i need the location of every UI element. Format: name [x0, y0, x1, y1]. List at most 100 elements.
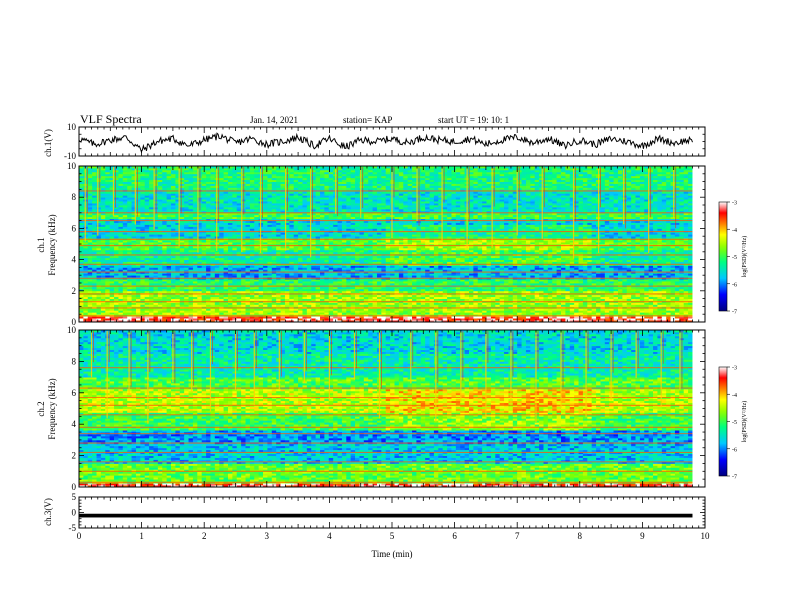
spectrogram-cell — [79, 308, 84, 311]
spectrogram-cell — [105, 177, 111, 181]
spectrogram-cell — [100, 304, 106, 307]
spectrogram-cell — [100, 298, 106, 301]
spectrogram-cell — [109, 310, 115, 313]
spectrogram-cell — [109, 169, 115, 173]
spectrogram-cell — [149, 224, 154, 227]
spectrogram-cell — [153, 288, 159, 292]
spectrogram-cell — [166, 167, 172, 171]
spectrogram-cell — [153, 242, 159, 245]
spectrogram-cell — [83, 273, 89, 276]
spectrogram-cell — [122, 242, 128, 245]
spectrogram-cell — [166, 191, 172, 194]
spectrogram-cell — [100, 187, 106, 190]
spectrogram-cell — [157, 316, 163, 319]
spectrogram-cell — [153, 290, 159, 294]
spectrogram-cell — [162, 193, 168, 196]
spectrogram-cell — [87, 259, 93, 262]
spectrogram-cell — [118, 175, 124, 179]
spectrogram-cell — [118, 242, 124, 245]
spectrogram-cell — [166, 206, 172, 210]
spectrogram-cell — [131, 236, 137, 239]
spectrogram-cell — [135, 310, 141, 313]
spectrogram-cell — [157, 298, 163, 301]
spectrogram-cell — [135, 171, 141, 175]
spectrogram-cell — [127, 216, 132, 220]
spectrogram-cell — [171, 199, 176, 202]
spectrogram-cell — [105, 259, 111, 262]
spectrogram-cell — [118, 294, 124, 298]
spectrogram-cell — [122, 236, 128, 239]
spectrogram-cell — [162, 316, 168, 319]
spectrogram-cell — [92, 210, 97, 214]
spectrogram-cell — [92, 218, 97, 221]
spectrogram-cell — [166, 203, 172, 206]
spectrogram-cell — [105, 267, 111, 270]
spectrogram-cell — [114, 281, 119, 284]
spectrogram-cell — [166, 279, 172, 282]
spectrogram-cell — [109, 265, 115, 268]
spectrogram-cell — [149, 310, 154, 313]
spectrogram-cell — [162, 304, 168, 307]
spectrogram-cell — [140, 177, 146, 181]
spectrogram-cell — [87, 232, 93, 235]
spectrogram-cell — [131, 228, 137, 231]
spectrogram-cell — [118, 302, 124, 305]
spectrogram-cell — [100, 185, 106, 188]
spectrogram-cell — [166, 183, 172, 186]
spectrogram-cell — [153, 218, 159, 221]
spectrogram-cell — [79, 279, 84, 282]
spectrogram-cell — [109, 171, 115, 175]
spectrogram-cell — [144, 265, 150, 268]
spectrogram-cell — [149, 208, 154, 212]
spectrogram-cell — [135, 320, 141, 323]
spectrogram-cell — [100, 261, 106, 264]
spectrogram-cell — [105, 166, 111, 169]
spectrogram-cell — [100, 216, 106, 220]
spectrogram-cell — [114, 222, 119, 225]
spectrogram-cell — [127, 203, 132, 206]
spectrogram-cell — [96, 245, 102, 249]
spectrogram-cell — [118, 206, 124, 210]
spectrogram-cell — [100, 236, 106, 239]
spectrogram-cell — [96, 203, 102, 206]
spectrogram-cell — [135, 203, 141, 206]
spectrogram-cell — [79, 320, 84, 323]
spectrogram-cell — [140, 318, 146, 321]
spectrogram-cell — [109, 302, 115, 305]
spectrogram-cell — [149, 249, 154, 253]
spectrogram-cell — [92, 320, 97, 323]
spectrogram-cell — [118, 187, 124, 190]
spectrogram-cell — [92, 206, 97, 210]
spectrogram-cell — [100, 199, 106, 202]
spectrogram-cell — [118, 212, 124, 216]
spectrogram-cell — [166, 251, 172, 255]
spectrogram-cell — [162, 240, 168, 243]
spectrogram-cell — [162, 179, 168, 182]
spectrogram-cell — [122, 197, 128, 200]
spectrogram-cell — [140, 261, 146, 264]
spectrogram-cell — [144, 173, 150, 177]
spectrogram-cell — [109, 185, 115, 188]
spectrogram-cell — [114, 269, 119, 272]
spectrogram-cell — [131, 191, 137, 194]
spectrogram-cell — [127, 290, 132, 294]
spectrogram-cell — [149, 302, 154, 305]
spectrogram-cell — [109, 251, 115, 255]
spectrogram-cell — [87, 191, 93, 194]
spectrogram-cell — [131, 187, 137, 190]
spectrogram-cell — [127, 245, 132, 249]
spectrogram-cell — [100, 234, 106, 237]
spectrogram-cell — [87, 298, 93, 301]
spectrogram-cell — [171, 201, 176, 204]
spectrogram-cell — [140, 296, 146, 299]
spectrogram-cell — [153, 259, 159, 262]
spectrogram-cell — [144, 281, 150, 284]
spectrogram-cell — [87, 234, 93, 237]
spectrogram-cell — [100, 290, 106, 294]
spectrogram-cell — [114, 279, 119, 282]
spectrogram-cell — [100, 269, 106, 272]
spectrogram-cell — [96, 212, 102, 216]
spectrogram-cell — [79, 294, 84, 298]
spectrogram-cell — [105, 265, 111, 268]
spectrogram-cell — [105, 185, 111, 188]
